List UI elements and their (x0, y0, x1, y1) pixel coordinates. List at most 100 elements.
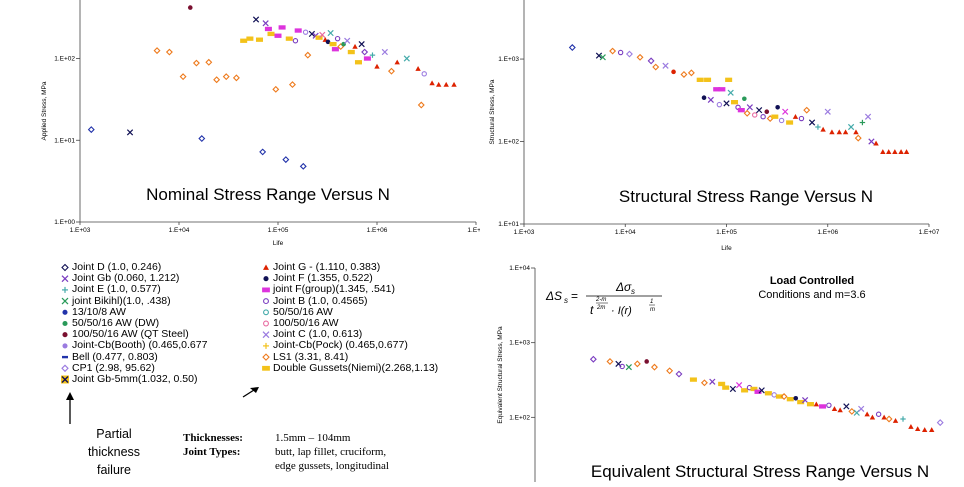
data-point (274, 33, 282, 38)
data-point (347, 49, 355, 55)
data-point (700, 379, 708, 387)
legend-panel: Joint D (1.0, 0.246) Joint Gb (0.060, 1.2… (58, 256, 478, 482)
formula-den-base: t (590, 303, 594, 317)
thickness-value-text: 1.5mm – 104mm (275, 432, 351, 444)
data-point (387, 67, 395, 75)
data-point (793, 395, 799, 401)
data-point (126, 129, 134, 136)
data-point (898, 149, 904, 154)
data-point (709, 378, 716, 385)
legend-marker (263, 298, 269, 305)
data-point (252, 16, 260, 23)
x-axis-label: Life (273, 240, 284, 247)
legend-marker (61, 375, 69, 384)
data-point (801, 397, 809, 404)
data-point (760, 113, 766, 120)
data-point (599, 54, 606, 61)
data-point (848, 407, 856, 415)
data-point (701, 95, 707, 100)
legend-marker (262, 331, 270, 339)
data-point (885, 415, 893, 423)
data-point (914, 426, 921, 432)
legend-marker (62, 343, 68, 349)
data-point (929, 427, 935, 432)
data-point (731, 100, 739, 105)
data-point (267, 31, 275, 37)
data-point (264, 26, 272, 32)
data-point (179, 73, 187, 81)
formula-numerator: Δσ (615, 280, 632, 294)
data-point (756, 107, 763, 114)
data-point (718, 87, 726, 92)
data-point (806, 402, 814, 407)
data-point (854, 134, 862, 142)
data-point (285, 36, 293, 41)
data-point (754, 389, 762, 394)
data-point (741, 388, 749, 393)
formula-num-sub: s (631, 287, 635, 296)
data-point (758, 387, 765, 394)
legend-item: Joint E (1.0, 0.577) (72, 283, 161, 296)
data-point (826, 402, 832, 408)
data-point (361, 48, 369, 56)
data-point (589, 355, 597, 363)
nominal-stress-plot: 1.E+00 1.E+01 1.E+02 1.E+03 1.E+04 1.E+05 1.E+… (41, 0, 485, 247)
joint-types-value-2: edge gussets, longitudinal (275, 460, 389, 472)
y-tick-label: 1.E+02 (498, 139, 519, 146)
data-point (820, 126, 826, 132)
data-point (808, 119, 816, 126)
legend-marker (262, 353, 270, 361)
data-point (222, 73, 230, 81)
legend-marker (263, 264, 269, 270)
data-point (331, 47, 339, 52)
data-point (775, 105, 780, 110)
legend-item: Joint D (1.0, 0.246) (72, 261, 162, 273)
load-annotation-line: Conditions and m=3.6 (758, 289, 865, 301)
data-point (903, 149, 910, 154)
legend-marker (62, 355, 68, 359)
legend-marker (263, 342, 269, 349)
data-point (853, 129, 859, 135)
x-tick-label: 1.E+05 (268, 227, 289, 234)
data-point (859, 119, 866, 126)
data-point (165, 48, 173, 56)
legend-marker (61, 297, 69, 305)
data-point (606, 357, 614, 365)
data-point (864, 113, 872, 120)
data-point (636, 53, 644, 61)
data-point (315, 35, 323, 40)
legend-markers (61, 263, 270, 384)
data-point (327, 29, 334, 37)
data-point (869, 414, 876, 420)
data-point (262, 20, 269, 27)
data-point (750, 386, 758, 392)
data-point (354, 60, 362, 65)
data-point (381, 48, 388, 56)
formula: ΔS s =Δσ st2-m2m · I(r)1m (545, 280, 662, 317)
partial-line-3: failure (96, 463, 132, 477)
legend-marker (62, 320, 68, 327)
data-point (213, 76, 221, 84)
data-point (282, 156, 290, 164)
y-tick-label: 1.E+02 (54, 56, 75, 63)
data-point (625, 364, 632, 371)
data-point (775, 394, 783, 399)
data-point (617, 49, 624, 56)
formula-equals: = (571, 289, 578, 303)
data-point (689, 377, 697, 382)
data-point (864, 411, 870, 417)
equivalent-stress-plot: 1.E+02 1.E+03 1.E+04 Equivalent Structural … (497, 265, 944, 482)
data-point (843, 403, 850, 410)
data-point (718, 381, 726, 387)
data-point (352, 43, 358, 49)
data-point (451, 81, 457, 87)
y-tick-label: 1.E+03 (509, 340, 530, 347)
legend-item: LS1 (3.31, 8.41) (273, 350, 349, 363)
data-point (886, 149, 892, 154)
legend-item: Joint B (1.0, 0.4565) (273, 294, 368, 307)
data-point (417, 101, 425, 109)
data-point (671, 69, 676, 75)
data-point (771, 114, 779, 119)
data-point (892, 418, 899, 423)
x-axis-label: Life (721, 245, 732, 252)
